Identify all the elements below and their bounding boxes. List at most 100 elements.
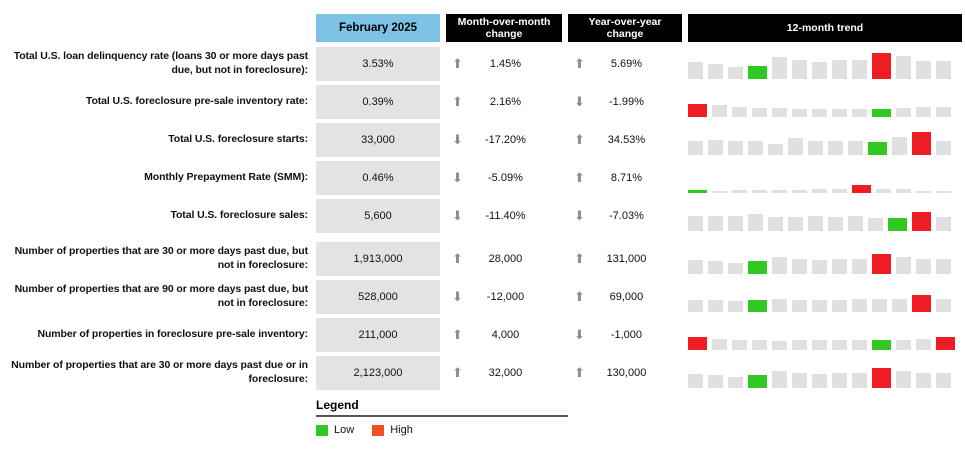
trend-bar-gray [748, 141, 763, 155]
up-arrow-icon: ⬆ [574, 251, 585, 267]
down-arrow-icon: ⬇ [574, 94, 585, 110]
trend-bar-gray [916, 259, 931, 274]
trend-bar-gray [772, 341, 787, 350]
trend-bar-gray [936, 61, 951, 79]
table-row: Number of properties in foreclosure pre-… [0, 318, 965, 352]
trend-bar-gray [772, 299, 787, 312]
trend-bar-gray [868, 218, 883, 231]
trend-bar-gray [848, 141, 863, 155]
trend-bar-gray [688, 141, 703, 155]
down-arrow-icon: ⬇ [452, 132, 463, 148]
current-value-cell: 0.46% [316, 161, 440, 195]
trend-bar-green [872, 109, 891, 117]
up-arrow-icon: ⬆ [452, 94, 463, 110]
yoy-header-line1: Year-over-year [588, 15, 662, 28]
yoy-cell: ⬆ 130,000 [568, 356, 682, 390]
mom-value: -12,000 [486, 291, 525, 303]
trend-sparkline [688, 280, 962, 314]
yoy-value: 130,000 [606, 367, 647, 379]
mom-cell: ⬆ 2.16% [446, 85, 562, 119]
up-arrow-icon: ⬆ [452, 327, 463, 343]
trend-bar-gray [712, 339, 727, 350]
table-row: Monthly Prepayment Rate (SMM): 0.46% ⬇ -5.0… [0, 161, 965, 195]
trend-bar-red [912, 295, 931, 312]
trend-bar-red [872, 254, 891, 274]
trend-bar-gray [896, 56, 911, 79]
trend-bar-gray [852, 60, 867, 79]
up-arrow-icon: ⬆ [452, 365, 463, 381]
table-row: Number of properties that are 30 or more… [0, 356, 965, 390]
trend-bar-gray [916, 107, 931, 117]
mom-value: -17.20% [484, 134, 526, 146]
yoy-cell: ⬆ 131,000 [568, 242, 682, 276]
trend-sparkline [688, 356, 962, 390]
down-arrow-icon: ⬇ [574, 208, 585, 224]
trend-bar-gray [876, 189, 891, 193]
trend-bar-gray [916, 373, 931, 388]
up-arrow-icon: ⬆ [574, 289, 585, 305]
trend-bar-gray [728, 141, 743, 155]
trend-bar-gray [828, 217, 843, 231]
trend-bar-gray [772, 257, 787, 274]
yoy-value: 69,000 [609, 291, 644, 303]
yoy-cell: ⬆ 69,000 [568, 280, 682, 314]
trend-bar-green [748, 375, 767, 388]
row-label: Number of properties in foreclosure pre-… [37, 328, 309, 341]
trend-bar-gray [708, 261, 723, 274]
trend-bar-gray [812, 300, 827, 312]
trend-bar-gray [732, 340, 747, 350]
yoy-value: 8.71% [610, 172, 643, 184]
row-label: Monthly Prepayment Rate (SMM): [144, 171, 308, 184]
trend-bar-gray [768, 217, 783, 231]
trend-bar-green [888, 218, 907, 231]
trend-bar-gray [708, 216, 723, 231]
trend-bar-gray [828, 141, 843, 155]
trend-bar-gray [832, 300, 847, 312]
trend-sparkline [688, 123, 962, 157]
trend-bar-gray [792, 60, 807, 79]
trend-bar-gray [936, 373, 951, 388]
table-row: Number of properties that are 30 or more… [0, 242, 965, 276]
trend-bar-gray [896, 108, 911, 117]
trend-bar-red [912, 212, 931, 231]
yoy-cell: ⬆ 5.69% [568, 47, 682, 81]
trend-sparkline [688, 318, 962, 352]
current-value-cell: 0.39% [316, 85, 440, 119]
up-arrow-icon: ⬆ [452, 56, 463, 72]
trend-bar-gray [712, 191, 727, 193]
trend-bar-gray [896, 189, 911, 193]
trend-bar-gray [688, 62, 703, 79]
mom-value: 4,000 [491, 329, 520, 341]
row-label: Number of properties that are 30 or more… [14, 245, 309, 271]
trend-bar-gray [728, 216, 743, 231]
current-value-cell: 33,000 [316, 123, 440, 157]
up-arrow-icon: ⬆ [452, 251, 463, 267]
row-label: Total U.S. foreclosure sales: [170, 209, 308, 222]
trend-bar-gray [708, 64, 723, 79]
trend-bar-gray [896, 371, 911, 388]
column-header-yoy-change: Year-over-year change [568, 14, 682, 42]
trend-bar-green [748, 300, 767, 312]
trend-bar-gray [832, 60, 847, 79]
table-row: Total U.S. foreclosure sales: 5,600 ⬇ -11.4… [0, 199, 965, 233]
trend-bar-gray [812, 109, 827, 117]
trend-bar-gray [892, 137, 907, 155]
mom-cell: ⬆ 32,000 [446, 356, 562, 390]
table-row: Total U.S. loan delinquency rate (loans … [0, 47, 965, 81]
down-arrow-icon: ⬇ [452, 289, 463, 305]
yoy-value: 5.69% [610, 58, 643, 70]
trend-bar-gray [892, 299, 907, 312]
table-header-row: February 2025 Month-over-month change Ye… [0, 14, 965, 42]
table-row: Total U.S. foreclosure starts: 33,000 ⬇ -17… [0, 123, 965, 157]
trend-bar-green [872, 340, 891, 350]
trend-bar-green [868, 142, 887, 155]
high-swatch-icon [372, 424, 385, 436]
trend-bar-gray [832, 340, 847, 350]
trend-bar-gray [896, 340, 911, 350]
header-spacer [0, 14, 316, 42]
yoy-value: -1.99% [609, 96, 644, 108]
yoy-value: 34.53% [607, 134, 646, 146]
trend-bar-gray [808, 141, 823, 155]
trend-bar-gray [812, 189, 827, 193]
